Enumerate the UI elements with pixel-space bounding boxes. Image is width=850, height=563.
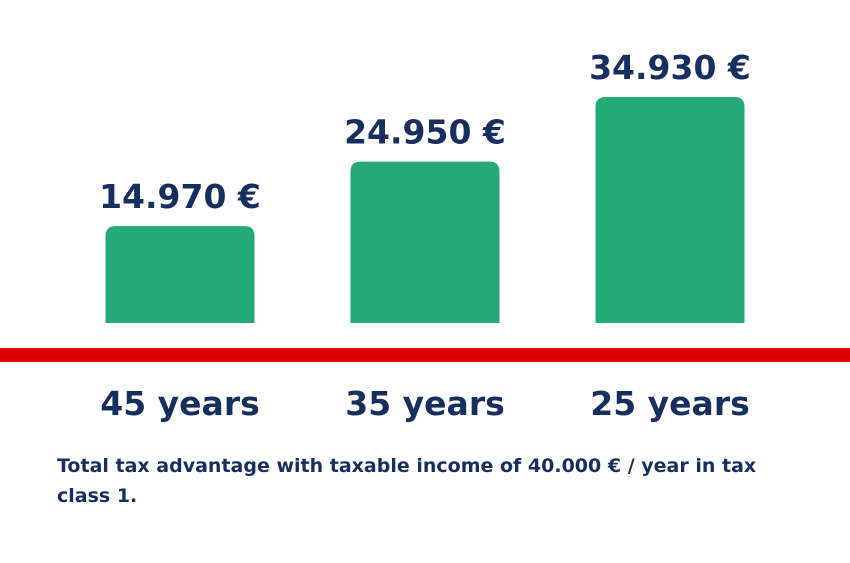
value-label: 24.950 € <box>344 113 506 152</box>
category-label: 25 years <box>590 384 750 423</box>
category-label: 45 years <box>100 384 260 423</box>
chart: 14.970 € 45 years 24.950 € 35 years 34.930 €… <box>0 48 850 423</box>
bar <box>105 226 255 323</box>
bar <box>350 161 500 323</box>
category-label: 35 years <box>345 384 505 423</box>
value-label: 14.970 € <box>99 177 261 216</box>
caption: Total tax advantage with taxable income … <box>57 455 757 507</box>
baseline <box>0 348 850 362</box>
bar <box>595 97 745 323</box>
value-label: 34.930 € <box>589 48 751 87</box>
